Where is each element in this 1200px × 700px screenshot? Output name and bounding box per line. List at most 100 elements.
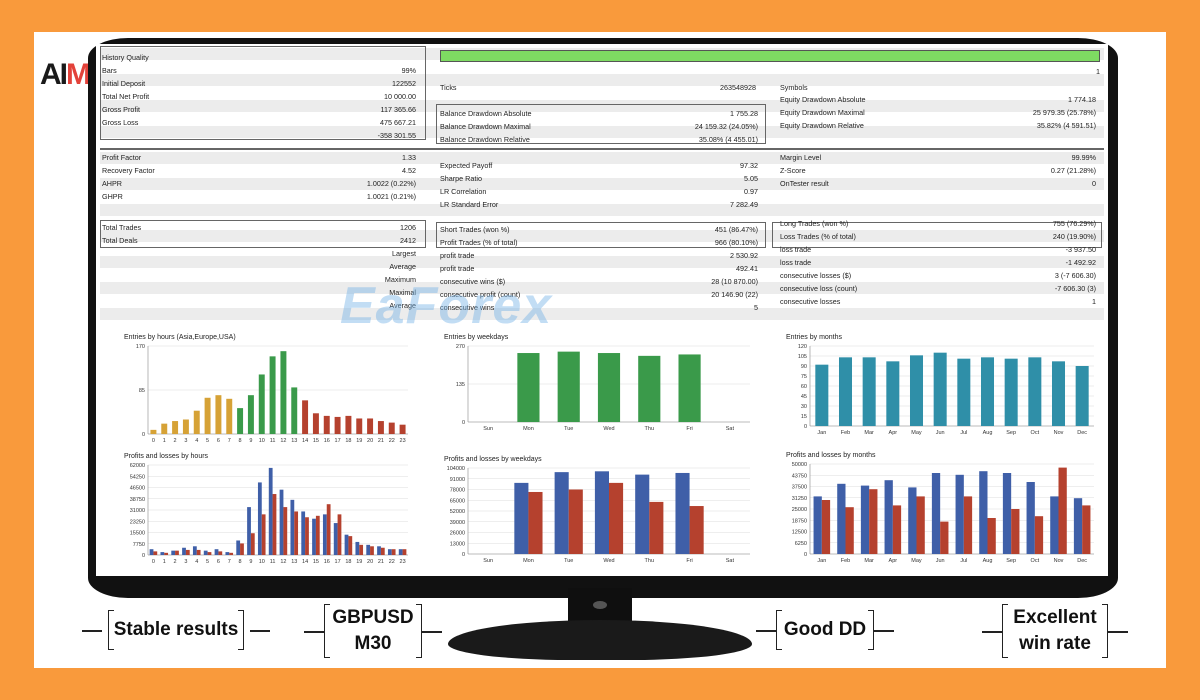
x-tick-label: 12 [280,438,286,444]
bar [225,552,230,555]
chart-panel: Entries by hours (Asia,Europe,USA) 170 85 0… [118,330,414,446]
bar [149,549,154,555]
stat-value: Average [389,301,416,310]
stat-value: 4.52 [401,166,416,175]
monitor-power-dot [593,601,607,609]
stat-label: Expected Payoff [440,161,493,170]
bar [1002,473,1012,554]
stats-box [100,46,426,140]
bar [283,507,288,555]
stat-label: Initial Deposit [102,79,146,88]
y-tick-label: 78000 [450,488,465,494]
bar [196,549,201,555]
bar [940,521,949,554]
bar [326,504,331,555]
x-tick-label: 11 [270,559,276,565]
bar [845,507,854,554]
bar [987,518,996,554]
stat-value: 0 [1092,179,1096,188]
stat-value: 28 (10 870.00) [711,277,758,286]
x-tick-label: Fri [686,426,692,432]
bar [355,541,360,555]
y-tick-label: 46500 [130,486,145,492]
row-band [100,152,1104,164]
stat-value: 492.41 [736,264,758,273]
bar [250,533,255,555]
x-tick-label: 23 [400,559,406,565]
bar [1011,509,1020,554]
bar [597,353,621,422]
y-tick-label: 52000 [450,509,465,515]
bar [813,496,822,554]
x-tick-label: 19 [356,438,362,444]
bar [164,552,169,555]
x-tick-label: Wed [603,558,614,564]
stat-label: LR Standard Error [440,200,499,209]
bar [240,543,244,555]
stat-value: 10 000.00 [384,92,416,101]
bar [955,474,964,554]
bar [280,351,287,434]
x-tick-label: 15 [313,559,319,565]
bar [257,482,262,555]
stat-value: -1 492.92 [1065,258,1096,267]
stat-value: 99.99% [1071,153,1096,162]
bar [214,549,219,555]
x-tick-label: 18 [345,559,351,565]
bar [675,472,690,554]
x-tick-label: 16 [324,559,330,565]
x-tick-label: Mar [864,558,874,564]
bar [291,387,298,434]
y-tick-label: 13000 [450,541,465,547]
x-tick-label: Nov [1054,430,1064,436]
x-tick-label: Jan [817,430,826,436]
chart-title: Entries by months [786,334,843,341]
bar [388,422,395,434]
stat-value: 1 755.28 [730,109,758,118]
bar [182,419,189,434]
stat-label: consecutive loss (count) [780,284,858,293]
y-tick-label: 65000 [450,498,465,504]
x-tick-label: Sat [726,426,735,432]
bar [150,429,157,434]
y-tick-label: 45 [801,394,807,400]
x-tick-label: 3 [184,559,187,565]
x-tick-label: Jun [936,558,945,564]
chart-panel: Profits and losses by weekdays 104000 9100… [438,452,756,566]
x-tick-label: Jul [960,558,967,564]
x-tick-label: 1 [163,559,166,565]
stat-label: profit trade [440,264,475,273]
x-tick-label: Jun [936,430,945,436]
stat-label: Balance Drawdown Relative [440,135,530,144]
stat-label: Gross Loss [102,118,139,127]
bar [638,355,661,422]
x-tick-label: Sep [1006,558,1016,564]
y-tick-label: 30 [801,404,807,410]
bar [218,551,223,555]
stats-box [436,104,766,144]
y-tick-label: 270 [456,344,465,350]
symbols-value: 1 [1096,67,1100,76]
x-tick-label: 18 [345,438,351,444]
stat-value: Largest [392,249,416,258]
stat-label: Equity Drawdown Absolute [780,95,866,104]
bar [884,480,893,554]
x-tick-label: Dec [1077,558,1087,564]
x-tick-label: May [911,430,922,436]
label-gbpusd-m30: GBPUSD M30 [304,604,442,658]
chart-title: Entries by weekdays [444,334,509,341]
bar [153,551,158,555]
bar [1026,482,1035,554]
stat-value: 35.82% (4 591.51) [1036,121,1096,130]
bar [229,552,234,555]
x-tick-label: 8 [239,559,242,565]
bar [192,546,197,555]
stat-label: Total Deals [102,236,138,245]
stat-label: Balance Drawdown Absolute [440,109,532,118]
y-tick-label: 120 [798,344,807,350]
chart-svg: Profits and losses by months 50000 43750 37… [786,452,1094,564]
row-band [100,230,1104,242]
x-tick-label: 9 [249,559,252,565]
y-tick-label: 60 [801,384,807,390]
x-tick-label: 10 [259,559,265,565]
